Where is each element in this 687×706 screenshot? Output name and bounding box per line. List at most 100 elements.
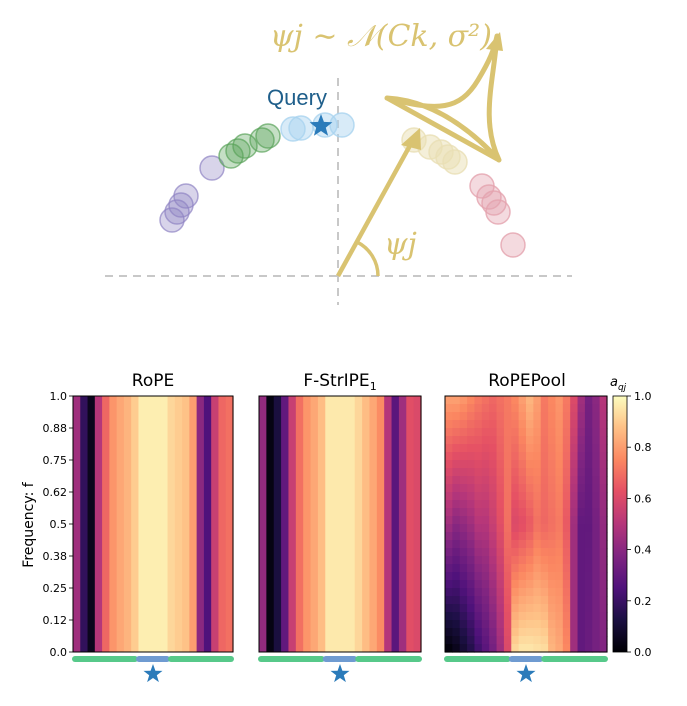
point [442,149,468,175]
heatmap-cell [459,596,468,605]
heatmap-cell [459,508,468,517]
point [500,232,526,258]
heatmap-cell [548,396,557,405]
heatmap-cell [592,484,601,493]
heatmap-cell [526,556,534,565]
heatmap-cell [489,524,498,533]
heatmap-cell [555,436,564,445]
heatmap-cell [584,404,593,413]
heatmap-panel-fstripe [258,395,422,653]
heatmap-cell [540,588,549,597]
heatmap-cell [584,460,593,469]
heatmap-cell [548,564,557,573]
heatmap-cell [489,500,498,509]
heatmap-cell [467,644,476,653]
heatmap-cell [518,580,527,589]
heatmap-cell [518,404,527,413]
heatmap-cell [570,404,579,413]
heatmap-cell [467,524,476,533]
heatmap-cell [526,532,534,541]
heatmap-cell [503,564,512,573]
heatmap-chart: Frequency: f 1.0 0.88 0.75 0.62 0.5 0.38 0.25 0… [21,371,652,683]
heatmap-cell [489,548,498,557]
heatmap-cell [548,556,557,565]
heatmap-cell [459,404,468,413]
heatmap-cell [503,548,512,557]
heatmap-cell [496,404,505,413]
heatmap-cell [562,628,571,637]
heatmap-cell [445,588,453,597]
heatmap-cell [592,476,601,485]
heatmap-cell [555,428,564,437]
heatmap-cell [555,604,564,613]
heatmap-cell [116,396,125,652]
heatmap-cell [599,580,608,589]
heatmap-cell [445,628,453,637]
heatmap-cell [577,588,586,597]
heatmap-cell [474,636,483,645]
heatmap-cell [570,396,579,405]
heatmap-cell [533,500,542,509]
heatmap-cell [511,444,520,453]
heatmap-cell [540,516,549,525]
heatmap-cell [459,636,468,645]
heatmap-cell [496,596,505,605]
heatmap-cell [459,524,468,533]
heatmap-cell [452,500,461,509]
heatmap-cell [511,492,520,501]
heatmap-cell [577,428,586,437]
heatmap-cell [599,556,608,565]
heatmap-cell [459,556,468,565]
heatmap-cell [481,396,490,405]
heatmap-cell [452,436,461,445]
heatmap-cell [452,420,461,429]
heatmap-cell [599,468,608,477]
heatmap-cell [584,580,593,589]
heatmap-cell [526,500,534,509]
heatmap-cell [548,508,557,517]
heatmap-cell [481,636,490,645]
heatmap-cell [518,548,527,557]
heatmap-cell [599,604,608,613]
heatmap-cell [555,420,564,429]
heatmap-cell [562,484,571,493]
heatmap-cell [489,396,498,405]
heatmap-cell [540,596,549,605]
heatmap-cell [459,572,468,581]
pink-points [469,173,526,258]
heatmap-cell [102,396,110,652]
heatmap-cell [503,476,512,485]
heatmap-cell [540,396,549,405]
heatmap-cell [562,452,571,461]
heatmap-cell [526,444,534,453]
heatmap-cell [570,508,579,517]
heatmap-cell [577,596,586,605]
heatmap-cell [459,428,468,437]
heatmap-cell [584,604,593,613]
heatmap-cell [584,644,593,653]
embedding-diagram: Query ψj ∼ 𝒩(Ck, σ²) ψj [105,19,572,305]
heatmap-cell [467,604,476,613]
heatmap-cell [555,460,564,469]
heatmap-cell [555,492,564,501]
heatmap-cell [511,540,520,549]
heatmap-cell [577,532,586,541]
heatmap-cell [518,436,527,445]
heatmap-cell [489,540,498,549]
heatmap-cell [474,644,483,653]
heatmap-cell [310,396,319,652]
heatmap-cell [599,644,608,653]
heatmap-cell [467,420,476,429]
heatmap-cell [481,404,490,413]
heatmap-cell [489,564,498,573]
heatmap-cell [526,460,534,469]
heatmap-cell [599,628,608,637]
heatmap-cell [540,556,549,565]
heatmap-cell [592,452,601,461]
heatmap-cell [459,604,468,613]
heatmap-cell [474,484,483,493]
heatmap-cell [489,468,498,477]
colorbar-tick-label: 0.4 [634,544,652,557]
heatmap-cell [467,436,476,445]
heatmap-cell [540,484,549,493]
